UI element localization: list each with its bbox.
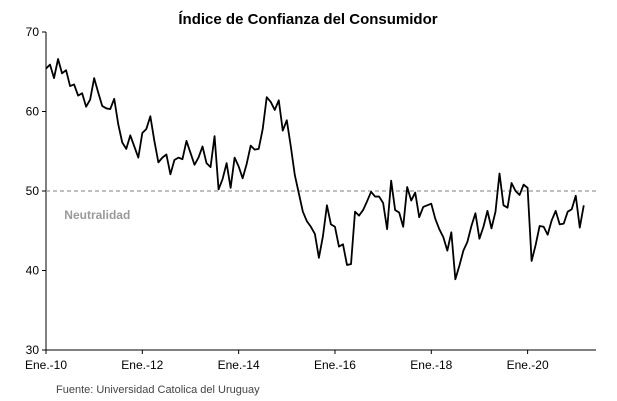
y-axis-ticks: 30 40 50 60 70 [26,25,46,357]
source-note: Fuente: Universidad Catolica del Uruguay [56,384,260,396]
y-tick-label-30: 30 [26,343,40,357]
x-tick-label-2: Ene.-14 [218,358,260,372]
y-tick-label-40: 40 [26,264,40,278]
x-tick-label-5: Ene.-20 [507,358,549,372]
x-tick-label-3: Ene.-16 [314,358,356,372]
x-tick-label-1: Ene.-12 [121,358,163,372]
y-tick-label-50: 50 [26,184,40,198]
y-tick-label-60: 60 [26,105,40,119]
neutral-reference-label: Neutralidad [64,208,130,222]
chart-title: Índice de Confianza del Consumidor [178,11,437,28]
x-axis-ticks: Ene.-10 Ene.-12 Ene.-14 Ene.-16 Ene.-18 Ene.-… [25,350,549,372]
y-tick-label-70: 70 [26,25,40,39]
series-line-0 [45,58,585,281]
x-tick-label-0: Ene.-10 [25,358,67,372]
x-tick-label-4: Ene.-18 [410,358,452,372]
series-group [45,58,585,281]
